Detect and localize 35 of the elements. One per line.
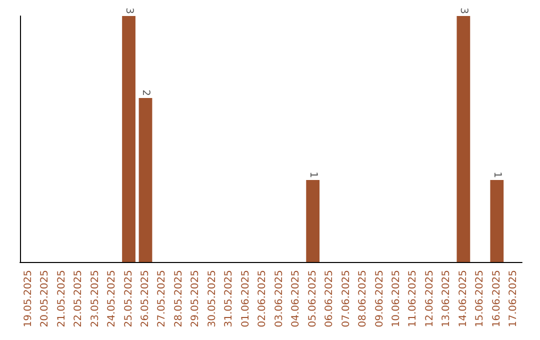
x-tick-label: 23.05.2025 xyxy=(90,270,101,328)
x-tick-label: 19.05.2025 xyxy=(22,270,34,328)
x-tick-label: 31.05.2025 xyxy=(224,270,235,328)
x-tick-label: 16.06.2025 xyxy=(491,270,502,328)
x-tick-label: 10.06.2025 xyxy=(391,270,402,328)
x-tick-label: 11.06.2025 xyxy=(408,270,419,328)
x-tick-label: 07.06.2025 xyxy=(340,270,352,328)
x-tick-label: 03.06.2025 xyxy=(274,270,285,328)
x-tick-label: 28.05.2025 xyxy=(173,270,184,328)
data-label: 1 xyxy=(491,172,502,178)
data-label: 2 xyxy=(140,90,151,96)
x-tick-label: 20.05.2025 xyxy=(40,270,51,328)
data-label: 1 xyxy=(307,172,318,178)
x-tick-label: 22.05.2025 xyxy=(73,270,84,328)
x-tick-label: 21.05.2025 xyxy=(56,270,68,328)
x-tick-label: 04.06.2025 xyxy=(290,270,302,328)
x-tick-label: 17.06.2025 xyxy=(508,270,520,328)
x-tick-label: 02.06.2025 xyxy=(257,270,268,328)
x-tick-label: 13.06.2025 xyxy=(441,270,452,328)
x-tick-label: 25.05.2025 xyxy=(123,270,134,328)
x-tick-label: 08.06.2025 xyxy=(358,270,369,328)
x-tick-label: 30.05.2025 xyxy=(206,270,218,328)
x-tick-label: 06.06.2025 xyxy=(324,270,336,328)
x-tick-label: 01.06.2025 xyxy=(240,270,252,328)
x-tick-label: 12.06.2025 xyxy=(424,270,436,328)
x-tick-label: 26.05.2025 xyxy=(140,270,151,328)
x-tick-label: 24.05.2025 xyxy=(106,270,118,328)
x-tick-label: 29.05.2025 xyxy=(190,270,202,328)
x-tick-label: 09.06.2025 xyxy=(374,270,386,328)
x-tick-label: 14.06.2025 xyxy=(458,270,469,328)
data-label: 3 xyxy=(123,8,134,14)
data-label: 3 xyxy=(458,8,469,14)
x-tick-label: 27.05.2025 xyxy=(156,270,168,328)
x-tick-label: 15.06.2025 xyxy=(474,270,486,328)
x-tick-label: 05.06.2025 xyxy=(307,270,318,328)
